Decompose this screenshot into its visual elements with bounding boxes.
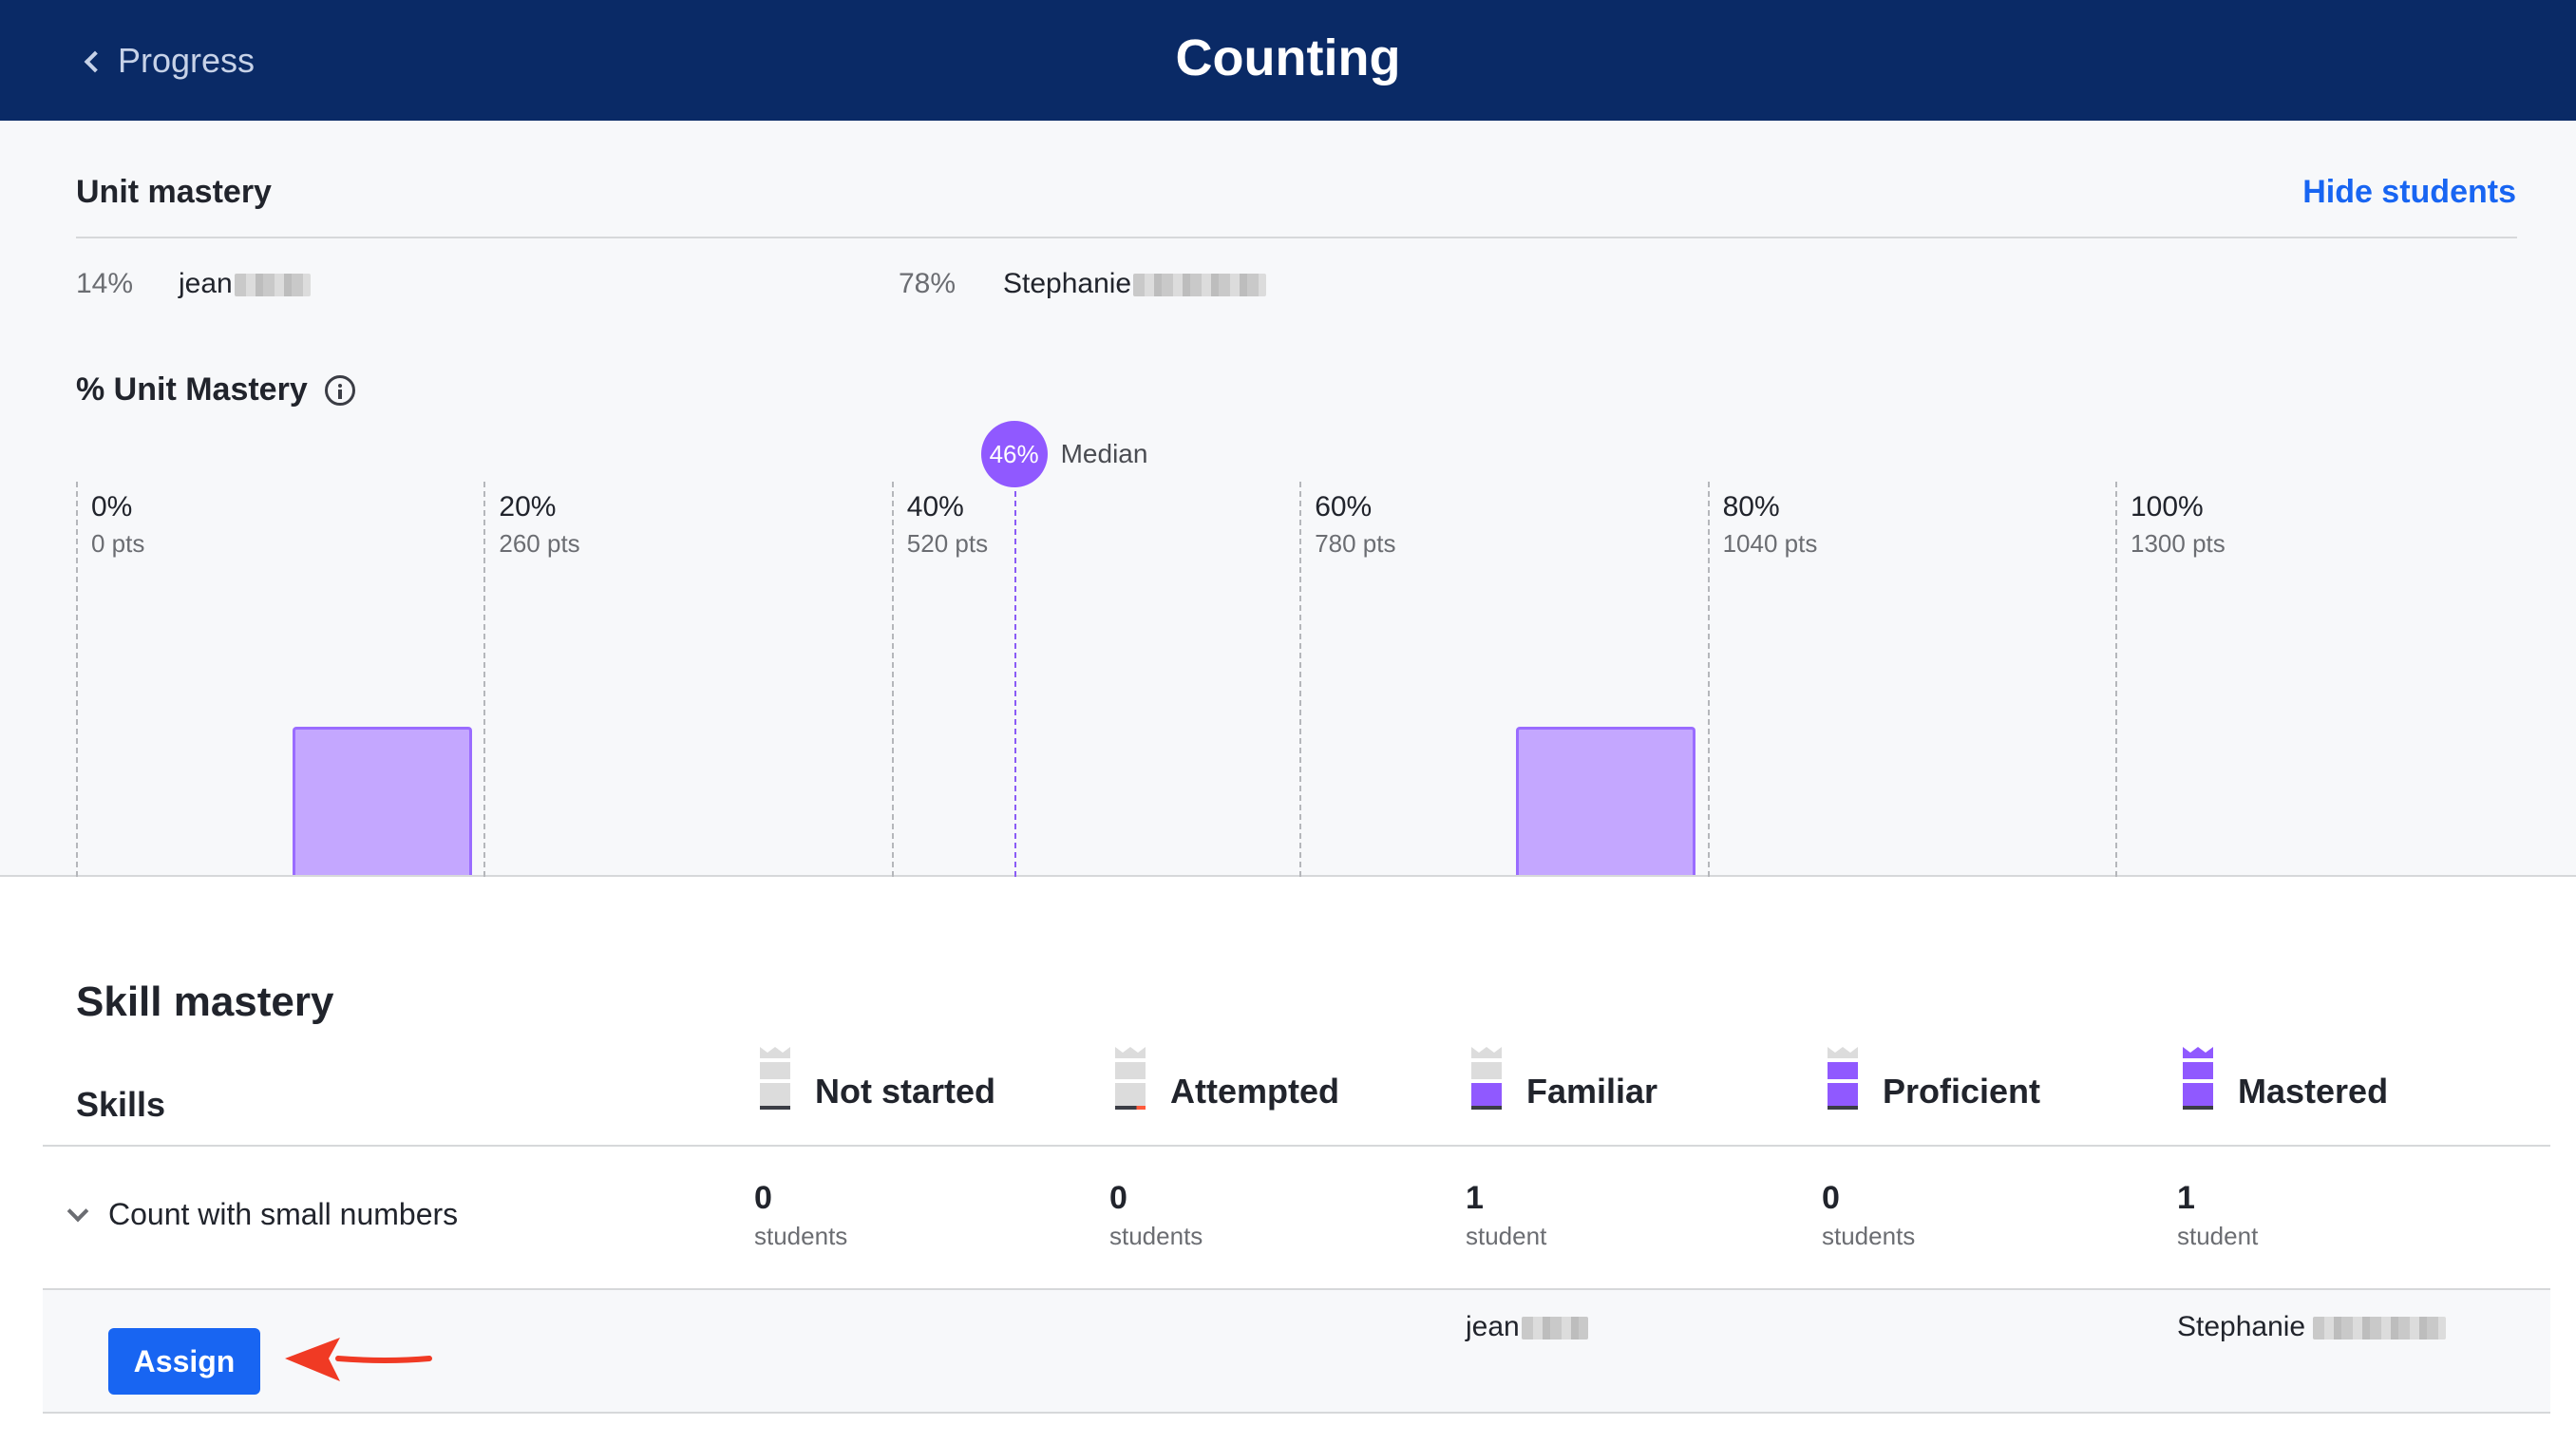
divider xyxy=(43,1145,2550,1147)
chart-tick-percent: 40% xyxy=(906,491,964,522)
chart-tick-points: 520 pts xyxy=(906,529,989,558)
chart-bar[interactable] xyxy=(292,727,472,875)
redacted-surname xyxy=(1521,1317,1588,1340)
familiar-count: 1 xyxy=(1466,1180,1484,1216)
divider xyxy=(43,1412,2550,1414)
mastered-count-label: student xyxy=(2177,1222,2259,1250)
divider xyxy=(76,237,2517,238)
familiar-student-name[interactable]: jean xyxy=(1466,1311,1588,1343)
column-proficient: Proficient xyxy=(1828,1047,2040,1112)
student-name[interactable]: jean xyxy=(179,268,311,300)
not-started-icon xyxy=(760,1047,790,1112)
redacted-surname xyxy=(2313,1317,2447,1340)
student-percent: 14% xyxy=(76,268,134,299)
skill-name: Count with small numbers xyxy=(108,1197,459,1231)
chart-tick-percent: 60% xyxy=(1315,491,1373,522)
page-title: Counting xyxy=(1175,29,1401,86)
attempted-count: 0 xyxy=(1109,1180,1127,1216)
chart-tick-points: 1040 pts xyxy=(1722,529,1818,558)
column-mastered: Mastered xyxy=(2183,1047,2388,1112)
median-line xyxy=(1013,482,1016,877)
familiar-count-label: student xyxy=(1466,1222,1547,1250)
chart-gridline xyxy=(1707,482,1710,877)
median-badge: 46% xyxy=(980,421,1048,487)
not-started-count: 0 xyxy=(754,1180,772,1216)
back-link-label: Progress xyxy=(118,41,256,80)
chart-tick-percent: 0% xyxy=(91,491,133,522)
chart-gridline xyxy=(2115,482,2117,877)
redacted-surname xyxy=(1133,274,1267,297)
skill-mastery-heading: Skill mastery xyxy=(76,978,334,1025)
column-familiar: Familiar xyxy=(1471,1047,1657,1112)
chevron-down-icon xyxy=(66,1200,89,1222)
chart-bar[interactable] xyxy=(1515,727,1695,875)
divider xyxy=(43,1288,2550,1290)
chart-tick-points: 780 pts xyxy=(1315,529,1396,558)
chart-tick-points: 260 pts xyxy=(499,529,580,558)
unit-mastery-panel: Unit mastery Hide students 14% jean 78% … xyxy=(0,121,2576,877)
student-percent: 78% xyxy=(899,268,957,299)
mastered-icon xyxy=(2183,1047,2213,1112)
mastered-student-name[interactable]: Stephanie xyxy=(2177,1311,2447,1343)
chart-tick-points: 1300 pts xyxy=(2131,529,2226,558)
back-to-progress-link[interactable]: Progress xyxy=(84,36,256,86)
chart-tick-percent: 80% xyxy=(1722,491,1780,522)
unit-mastery-heading: Unit mastery xyxy=(76,174,272,210)
chart-gridline xyxy=(76,482,78,877)
info-icon[interactable] xyxy=(324,374,355,406)
familiar-icon xyxy=(1471,1047,1502,1112)
chart-tick-points: 0 pts xyxy=(91,529,145,558)
proficient-icon xyxy=(1828,1047,1858,1112)
skill-row-toggle[interactable]: Count with small numbers xyxy=(66,1197,459,1232)
attempted-count-label: students xyxy=(1109,1222,1203,1250)
redacted-surname xyxy=(234,274,311,297)
attempted-icon xyxy=(1115,1047,1146,1112)
chart-tick-percent: 20% xyxy=(499,491,557,522)
red-arrow-annotation xyxy=(285,1338,432,1381)
assign-button[interactable]: Assign xyxy=(108,1328,260,1395)
not-started-count-label: students xyxy=(754,1222,848,1250)
median-label: Median xyxy=(1060,439,1148,468)
top-bar: Progress Counting xyxy=(0,0,2576,121)
hide-students-link[interactable]: Hide students xyxy=(2302,174,2516,210)
skills-column-header: Skills xyxy=(76,1085,166,1124)
chart-gridline xyxy=(483,482,486,877)
student-detail-row xyxy=(43,1290,2550,1412)
chart-title: % Unit Mastery xyxy=(76,371,355,408)
chart-gridline xyxy=(1299,482,1302,877)
proficient-count-label: students xyxy=(1822,1222,1916,1250)
chart-gridline xyxy=(891,482,894,877)
chart-tick-percent: 100% xyxy=(2131,491,2204,522)
column-not-started: Not started xyxy=(760,1047,995,1112)
column-attempted: Attempted xyxy=(1115,1047,1339,1112)
student-name[interactable]: Stephanie xyxy=(1003,268,1267,300)
mastered-count: 1 xyxy=(2177,1180,2195,1216)
proficient-count: 0 xyxy=(1822,1180,1840,1216)
